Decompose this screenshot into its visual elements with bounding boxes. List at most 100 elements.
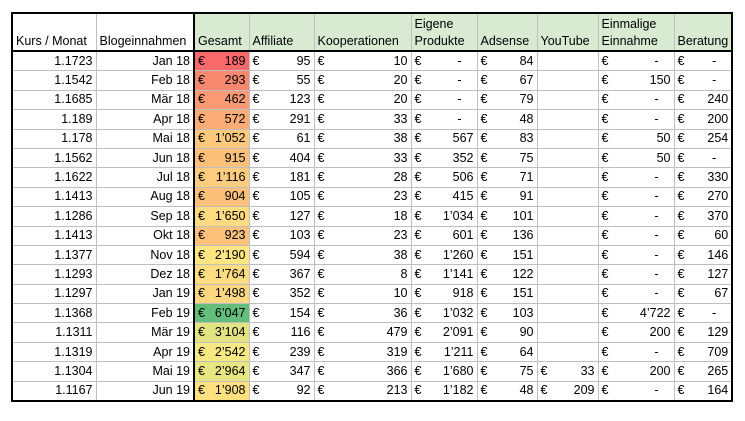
- cell-eigene-produkte-value: 601: [452, 228, 474, 243]
- cell-einmalige-einnahme: € -: [597, 244, 675, 266]
- cell-adsense: €90: [476, 322, 538, 343]
- cell-gesamt: €6’047: [193, 303, 250, 324]
- table-row: 1.178 Mai 18 €1’052 €61 €38 €567 €83 €50 €254: [11, 128, 734, 149]
- cell-kooperationen-wrap: €479: [318, 324, 408, 341]
- cell-beratung-wrap: €164: [678, 382, 729, 399]
- cell-beratung-value: 146: [707, 247, 729, 262]
- currency-symbol: €: [601, 208, 609, 223]
- cell-gesamt-wrap: €2’190: [198, 247, 246, 264]
- cell-gesamt-value: 462: [224, 92, 246, 107]
- currency-symbol: €: [198, 247, 205, 262]
- cell-beratung: €270: [673, 186, 734, 208]
- cell-gesamt: €1’908: [193, 380, 250, 403]
- cell-beratung-value: 127: [707, 266, 729, 281]
- currency-symbol: €: [252, 189, 260, 204]
- cell-gesamt: €293: [193, 70, 250, 91]
- cell-kurs: 1.189: [11, 109, 97, 130]
- cell-gesamt-value: 6’047: [214, 305, 246, 320]
- cell-youtube: [536, 89, 599, 111]
- currency-symbol: €: [480, 150, 488, 165]
- cell-eigene-produkte-wrap: €1’680: [415, 363, 474, 380]
- currency-symbol: €: [317, 266, 325, 281]
- cell-adsense-wrap: €151: [481, 285, 534, 302]
- cell-einmalige-einnahme-value: 4’722: [639, 305, 671, 320]
- cell-gesamt-value: 2’190: [214, 247, 246, 262]
- cell-kurs: 1.1368: [11, 303, 97, 324]
- cell-beratung-value: -: [712, 73, 717, 88]
- cell-beratung-wrap: € -: [678, 150, 729, 167]
- cell-eigene-produkte: € -: [410, 109, 478, 130]
- cell-affiliate-wrap: €594: [253, 247, 311, 264]
- cell-kooperationen-value: 38: [393, 131, 408, 146]
- cell-youtube: [536, 322, 599, 343]
- currency-symbol: €: [317, 247, 325, 262]
- cell-kurs: 1.1304: [11, 361, 97, 382]
- cell-gesamt-wrap: €915: [198, 150, 246, 167]
- currency-symbol: €: [601, 111, 609, 126]
- cell-einmalige-einnahme-wrap: € -: [602, 111, 671, 128]
- cell-einmalige-einnahme-wrap: € -: [602, 53, 671, 70]
- cell-adsense-wrap: €84: [481, 53, 534, 70]
- currency-symbol: €: [252, 228, 260, 243]
- cell-beratung-wrap: €127: [678, 266, 729, 283]
- cell-kooperationen-value: 33: [393, 150, 408, 165]
- cell-youtube: [536, 186, 599, 208]
- cell-gesamt-wrap: €923: [198, 227, 246, 244]
- cell-beratung-wrap: € -: [678, 53, 729, 70]
- header-einmalig-line2: Einnahme: [601, 34, 658, 48]
- cell-eigene-produkte: €1’034: [410, 206, 478, 227]
- cell-kooperationen-value: 366: [386, 363, 408, 378]
- cell-eigene-produkte-value: -: [457, 53, 462, 68]
- cell-einmalige-einnahme-value: 150: [649, 73, 671, 88]
- cell-monat: Mai 18: [95, 128, 195, 149]
- cell-gesamt-value: 904: [224, 189, 246, 204]
- cell-adsense-value: 75: [519, 363, 534, 378]
- cell-adsense-wrap: €75: [481, 150, 534, 167]
- cell-einmalige-einnahme-wrap: € -: [602, 227, 671, 244]
- cell-adsense-wrap: €136: [481, 227, 534, 244]
- cell-kooperationen-value: 8: [400, 266, 408, 281]
- cell-kurs: 1.1413: [11, 186, 97, 208]
- cell-beratung-value: 60: [714, 228, 729, 243]
- header-adsense: Adsense: [476, 12, 538, 52]
- cell-monat: Nov 18: [95, 244, 195, 266]
- cell-eigene-produkte: € -: [410, 89, 478, 111]
- table-row: 1.1311 Mär 19 €3’104 €116 €479 €2’091 €90 €200 €…: [11, 322, 734, 343]
- cell-beratung-value: -: [712, 53, 717, 68]
- cell-kooperationen: €18: [313, 206, 412, 227]
- cell-affiliate: €127: [248, 206, 315, 227]
- cell-youtube-wrap: €33: [541, 363, 595, 380]
- currency-symbol: €: [252, 266, 260, 281]
- currency-symbol: €: [317, 305, 325, 320]
- cell-affiliate-wrap: €367: [253, 266, 311, 283]
- cell-adsense-wrap: €90: [481, 324, 534, 341]
- cell-beratung-wrap: €330: [678, 169, 729, 186]
- cell-eigene-produkte: €1’211: [410, 341, 478, 363]
- currency-symbol: €: [480, 208, 488, 223]
- currency-symbol: €: [677, 131, 685, 146]
- cell-gesamt-wrap: €1’650: [198, 208, 246, 225]
- cell-beratung: €146: [673, 244, 734, 266]
- cell-eigene-produkte-value: 1’680: [442, 363, 474, 378]
- cell-gesamt-wrap: €1’498: [198, 285, 246, 302]
- cell-beratung: €127: [673, 264, 734, 285]
- cell-kurs: 1.1622: [11, 167, 97, 188]
- currency-symbol: €: [601, 150, 609, 165]
- currency-symbol: €: [414, 170, 422, 185]
- currency-symbol: €: [198, 325, 205, 340]
- cell-monat: Mär 18: [95, 89, 195, 111]
- cell-einmalige-einnahme-wrap: €50: [602, 130, 671, 147]
- cell-eigene-produkte-wrap: €506: [415, 169, 474, 186]
- cell-kooperationen-wrap: €36: [318, 305, 408, 322]
- cell-kooperationen-value: 319: [386, 344, 408, 359]
- currency-symbol: €: [601, 228, 609, 243]
- cell-beratung-wrap: €270: [678, 188, 729, 205]
- currency-symbol: €: [317, 53, 325, 68]
- cell-affiliate-value: 347: [289, 363, 311, 378]
- cell-gesamt-wrap: €6’047: [198, 305, 246, 322]
- cell-affiliate-value: 123: [289, 92, 311, 107]
- cell-beratung-value: 164: [707, 383, 729, 398]
- cell-kooperationen-value: 23: [393, 228, 408, 243]
- currency-symbol: €: [252, 383, 260, 398]
- cell-affiliate: €239: [248, 341, 315, 363]
